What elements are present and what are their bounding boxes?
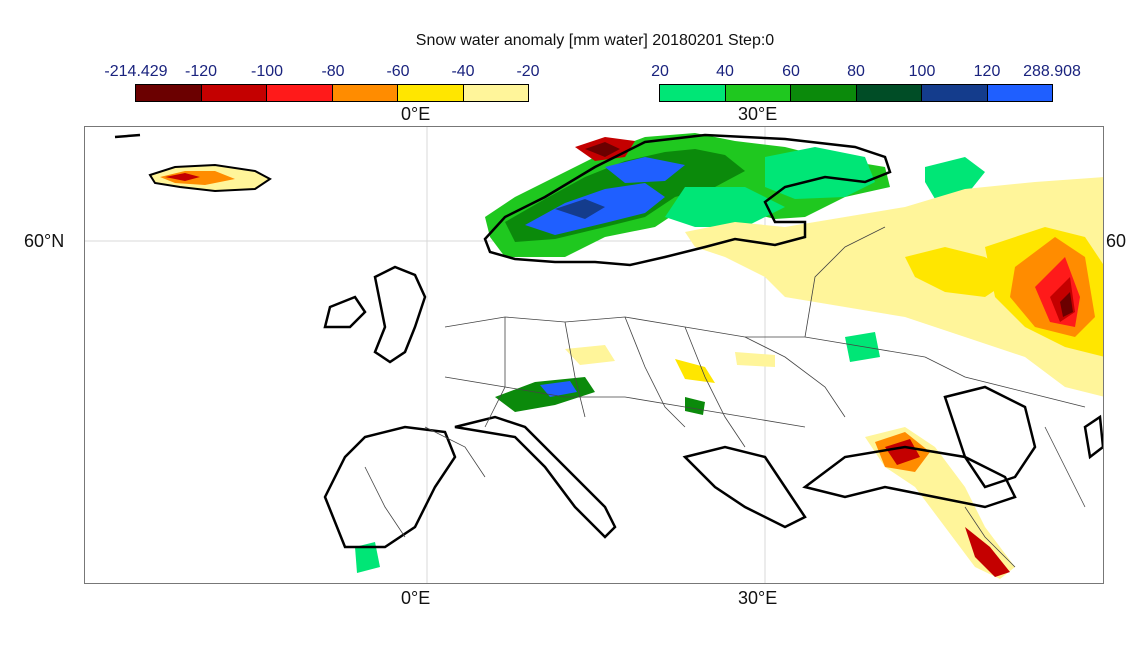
colorbar-tick: -40 xyxy=(451,63,475,80)
right-lat-label: 60 xyxy=(1106,231,1127,251)
positive-anomaly-scandinavia xyxy=(485,133,985,362)
borders xyxy=(364,226,1086,568)
colorbar-positive-cell xyxy=(725,85,791,101)
colorbar-positive-cell xyxy=(791,85,857,101)
negative-anomaly-russia xyxy=(685,177,1103,579)
colorbar-tick: 288.908 xyxy=(1023,63,1081,80)
colorbar-negative-cell xyxy=(136,85,202,101)
colorbar-tick: 20 xyxy=(651,63,669,80)
iceland xyxy=(148,163,272,193)
map-frame xyxy=(84,126,1104,584)
map-title: Snow water anomaly [mm water] 20180201 S… xyxy=(415,32,775,49)
colorbar-negative-cell xyxy=(398,85,464,101)
left-lat-label: 60°N xyxy=(24,231,65,251)
colorbar-negative-cell xyxy=(201,85,267,101)
colorbar-tick: -60 xyxy=(386,63,410,80)
colorbar-tick: -214.429 xyxy=(104,63,168,80)
colorbar-tick: 120 xyxy=(973,63,1001,80)
colorbar-positive-cell xyxy=(856,85,922,101)
colorbar-positive xyxy=(659,84,1053,102)
colorbar-tick: 60 xyxy=(782,63,800,80)
colorbar-tick: -20 xyxy=(516,63,540,80)
colorbar-positive-cell xyxy=(922,85,988,101)
map-canvas xyxy=(85,127,1103,583)
colorbar-tick: -100 xyxy=(250,63,284,80)
colorbar-tick: 80 xyxy=(847,63,865,80)
colorbar-tick: -80 xyxy=(321,63,345,80)
alps-balkans-patches xyxy=(355,345,775,573)
coastlines xyxy=(114,133,1103,549)
colorbar-tick: 100 xyxy=(908,63,936,80)
bottom-lon-label: 30°E xyxy=(738,588,778,608)
colorbar-negative-cell xyxy=(332,85,398,101)
colorbar-negative xyxy=(135,84,529,102)
colorbar-negative-cell xyxy=(267,85,333,101)
bottom-lon-label: 0°E xyxy=(401,588,431,608)
top-lon-label: 0°E xyxy=(401,104,431,124)
colorbar-positive-cell xyxy=(987,85,1052,101)
colorbar-positive-cell xyxy=(660,85,726,101)
colorbar-tick: 40 xyxy=(716,63,734,80)
colorbar-negative-cell xyxy=(463,85,528,101)
top-lon-label: 30°E xyxy=(738,104,778,124)
colorbar-tick: -120 xyxy=(184,63,218,80)
